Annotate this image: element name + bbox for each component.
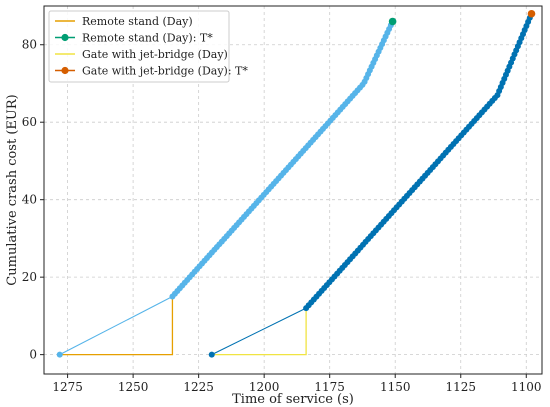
y-tick-label: 20 — [22, 270, 37, 284]
connector-line-series-4 — [59, 296, 173, 356]
x-tick-label: 1275 — [52, 380, 83, 394]
legend-box — [48, 10, 230, 83]
x-tick-label: 1250 — [118, 380, 149, 394]
legend-label: Remote stand (Day): T* — [82, 32, 213, 45]
x-tick-label: 1150 — [380, 380, 411, 394]
y-tick-label: 0 — [29, 348, 37, 362]
axis-ticks: 1275 1250 1225 1200 1175 1150 1125 1100 0 20 40 60 8… — [22, 38, 542, 394]
y-tick-label: 40 — [22, 193, 37, 207]
y-tick-label: 80 — [22, 38, 37, 52]
x-tick-label: 1100 — [511, 380, 542, 394]
legend-label: Gate with jet-bridge (Day): T* — [82, 65, 248, 78]
x-tick-label: 1125 — [445, 380, 476, 394]
legend-swatch-marker — [61, 66, 69, 75]
optimal-point-marker-1 — [388, 17, 397, 26]
legend-label: Remote stand (Day) — [82, 15, 193, 28]
optimal-point-marker-3 — [527, 9, 536, 18]
x-axis-label: Time of service (s) — [232, 392, 354, 407]
step-line-series-0 — [59, 296, 174, 356]
legend-label: Gate with jet-bridge (Day) — [82, 48, 228, 61]
y-axis-label: Cumulative crash cost (EUR) — [5, 94, 20, 285]
legend-swatch-marker — [61, 33, 69, 42]
legend: Remote stand (Day) Remote stand (Day): T*… — [48, 10, 248, 83]
start-point-series-4 — [56, 351, 63, 358]
x-tick-label: 1225 — [183, 380, 214, 394]
connector-line-series-5 — [211, 307, 307, 356]
plot-frame — [43, 5, 543, 375]
plot-series — [56, 9, 536, 358]
y-tick-label: 60 — [22, 115, 37, 129]
step-line-series-2 — [211, 308, 307, 356]
x-tick-label: 1200 — [249, 380, 280, 394]
start-point-series-5 — [208, 351, 215, 358]
x-tick-label: 1175 — [314, 380, 345, 394]
